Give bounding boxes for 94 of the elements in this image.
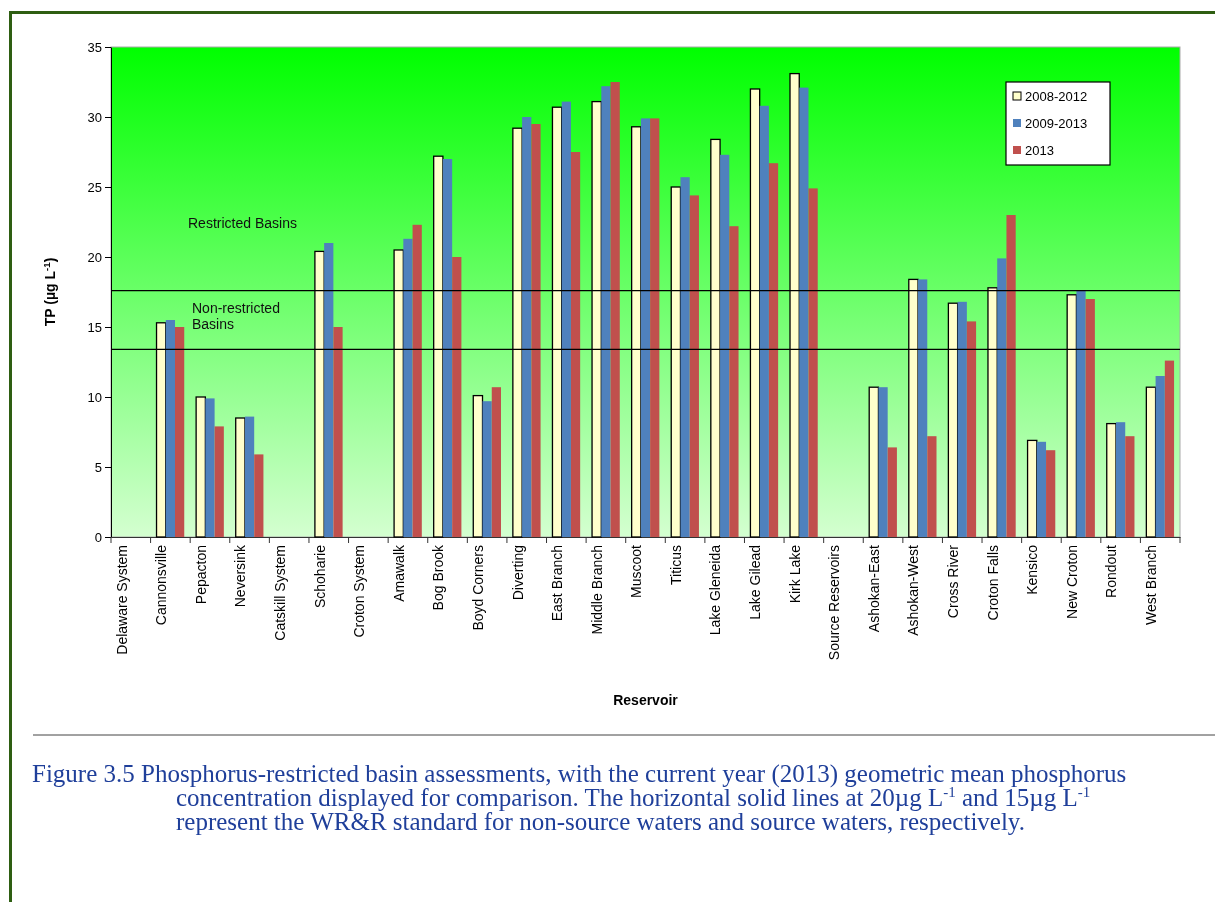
bar bbox=[759, 105, 769, 537]
bar bbox=[1106, 422, 1117, 538]
bar bbox=[244, 416, 255, 537]
bar bbox=[918, 279, 928, 537]
x-tick-label: Lake Gleneida bbox=[707, 544, 724, 636]
x-tick-label: Ashokan-West bbox=[905, 544, 922, 636]
bar bbox=[205, 398, 215, 537]
x-tick-label: Croton System bbox=[351, 545, 368, 638]
legend-label: 2013 bbox=[1025, 143, 1054, 158]
bar bbox=[333, 327, 343, 537]
annotation: Restricted Basins bbox=[188, 215, 297, 231]
bar bbox=[1006, 215, 1016, 537]
y-tick-label: 35 bbox=[87, 39, 102, 55]
x-tick-label: Neversink bbox=[232, 544, 249, 608]
x-tick-label: Rondout bbox=[1103, 544, 1120, 598]
x-tick-label: Titicus bbox=[667, 545, 684, 585]
x-tick-label: Delaware System bbox=[113, 545, 130, 655]
bar bbox=[966, 321, 977, 537]
bar bbox=[403, 238, 413, 537]
bar bbox=[720, 154, 730, 537]
bar bbox=[610, 82, 620, 537]
bar bbox=[1046, 450, 1056, 537]
bar bbox=[808, 188, 818, 537]
bar bbox=[1164, 360, 1175, 537]
x-tick-label: Amawalk bbox=[390, 544, 407, 602]
bar bbox=[1125, 436, 1135, 537]
bar bbox=[878, 387, 888, 537]
x-tick-label: East Branch bbox=[549, 545, 566, 622]
bar bbox=[1076, 290, 1086, 537]
bar bbox=[768, 163, 779, 537]
bar bbox=[799, 87, 809, 537]
bar bbox=[689, 195, 699, 537]
bar bbox=[957, 301, 967, 537]
y-tick-label: 20 bbox=[87, 249, 102, 265]
bar bbox=[472, 394, 484, 538]
bar bbox=[1145, 386, 1157, 538]
bar bbox=[601, 86, 611, 537]
bar bbox=[254, 454, 264, 537]
bar bbox=[1115, 422, 1126, 537]
bar bbox=[997, 258, 1007, 537]
x-tick-label: Muscoot bbox=[628, 544, 645, 598]
bar bbox=[235, 417, 246, 538]
bar bbox=[561, 101, 571, 537]
x-tick-label: Croton Falls bbox=[984, 545, 1001, 621]
text: Figure 3.5 Phosphorus-restricted basin assessments, with the current year (2013) geometric mean phosphorus concentration displayed for comparison. The horizontal solid lines at 20µg L$^{-1}$ and 15µg L$^{-1}$ represent the WR&R standard for non-source waters and source waters, respectively. bbox=[32, 760, 1127, 835]
bar bbox=[165, 320, 176, 537]
y-tick-label: 10 bbox=[87, 389, 102, 405]
bar bbox=[887, 447, 897, 537]
x-tick-label: Kirk Lake bbox=[786, 544, 803, 604]
bar bbox=[1155, 376, 1165, 537]
x-tick-label: Cross River bbox=[945, 544, 962, 619]
y-tick-label: 15 bbox=[87, 319, 102, 335]
x-tick-label: Kensico bbox=[1024, 544, 1041, 595]
x-tick-label: Catskill System bbox=[271, 545, 288, 641]
bar bbox=[175, 327, 185, 537]
x-tick-label: Middle Branch bbox=[588, 545, 605, 635]
bar bbox=[324, 243, 334, 537]
bar bbox=[650, 118, 660, 537]
bar bbox=[729, 226, 739, 537]
x-tick-label: Boyd Corners bbox=[469, 545, 486, 631]
legend-label: 2009-2013 bbox=[1025, 116, 1088, 131]
bar bbox=[522, 117, 532, 537]
y-tick-label: 5 bbox=[94, 459, 102, 475]
x-tick-label: Bog Brook bbox=[430, 544, 447, 611]
bar bbox=[442, 159, 453, 537]
bar bbox=[1026, 439, 1038, 538]
bar bbox=[640, 118, 651, 537]
x-tick-label: New Croton bbox=[1063, 545, 1080, 619]
bar bbox=[482, 401, 492, 537]
x-tick-label: Ashokan-East bbox=[865, 544, 882, 633]
bar bbox=[531, 124, 541, 537]
bar bbox=[214, 426, 224, 537]
x-tick-label: Lake Gilead bbox=[747, 545, 764, 620]
bar bbox=[412, 224, 422, 537]
y-tick-label: 0 bbox=[94, 529, 102, 545]
bar bbox=[1085, 299, 1095, 537]
legend-label: 2008-2012 bbox=[1025, 89, 1088, 104]
x-tick-label: West Branch bbox=[1143, 545, 1159, 625]
y-tick-label: 25 bbox=[87, 179, 102, 195]
annotation: Non-restricted Basins bbox=[192, 300, 280, 332]
x-tick-label: Diverting bbox=[509, 545, 526, 601]
x-tick-label: Pepacton bbox=[192, 545, 209, 605]
bar bbox=[927, 436, 937, 537]
bar bbox=[452, 257, 462, 537]
bar bbox=[570, 152, 581, 537]
x-axis-title: Reservoir bbox=[613, 692, 679, 708]
bar bbox=[491, 387, 501, 537]
bar bbox=[195, 396, 207, 538]
x-tick-label: Cannonsville bbox=[153, 544, 170, 626]
bar bbox=[680, 177, 690, 537]
y-tick-label: 30 bbox=[87, 109, 102, 125]
x-tick-label: Source Reservoirs bbox=[826, 545, 843, 661]
bar bbox=[1036, 441, 1047, 537]
x-tick-label: Schoharie bbox=[311, 544, 328, 609]
